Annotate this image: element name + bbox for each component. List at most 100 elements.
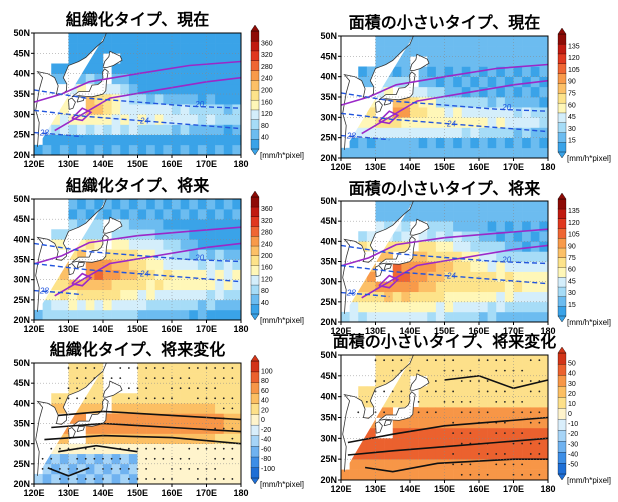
heatmap-cell bbox=[77, 239, 87, 250]
heatmap-cell bbox=[384, 76, 394, 88]
x-tick-label: 120E bbox=[330, 326, 351, 336]
significance-dot bbox=[222, 407, 225, 410]
y-tick-label: 50N bbox=[13, 358, 30, 368]
heatmap-cell bbox=[232, 393, 242, 404]
colorbar-tick-label: 45 bbox=[568, 278, 576, 285]
significance-dot bbox=[538, 421, 541, 424]
significance-dot bbox=[503, 369, 506, 372]
heatmap-cell bbox=[435, 355, 445, 366]
heatmap-cell bbox=[504, 407, 514, 418]
significance-dot bbox=[529, 359, 532, 362]
heatmap-cell bbox=[522, 241, 532, 252]
heatmap-cell bbox=[154, 33, 164, 44]
heatmap-cell bbox=[504, 241, 514, 252]
heatmap-cell bbox=[189, 63, 199, 74]
colorbar-swatch bbox=[250, 456, 260, 468]
heatmap-cell bbox=[146, 104, 156, 115]
heatmap-cell bbox=[496, 448, 506, 460]
heatmap-cell bbox=[77, 453, 87, 465]
heatmap-cell bbox=[51, 144, 61, 156]
heatmap-cell bbox=[461, 355, 471, 366]
heatmap-cell bbox=[94, 309, 104, 321]
heatmap-cell bbox=[94, 124, 104, 135]
heatmap-cell bbox=[522, 221, 532, 232]
heatmap-cell bbox=[77, 219, 87, 230]
significance-dot bbox=[136, 397, 139, 400]
colorbar-swatch bbox=[250, 206, 260, 217]
colorbar-swatch bbox=[250, 414, 260, 426]
heatmap-cell bbox=[206, 423, 216, 434]
heatmap-cell bbox=[172, 279, 181, 291]
significance-dot bbox=[222, 457, 225, 460]
heatmap-cell bbox=[68, 473, 78, 485]
significance-dot bbox=[495, 463, 498, 466]
heatmap-cell bbox=[427, 86, 437, 98]
y-tick-label: 50N bbox=[320, 31, 337, 41]
significance-dot bbox=[127, 367, 130, 369]
heatmap-cell bbox=[522, 407, 532, 418]
heatmap-cell bbox=[504, 117, 514, 128]
y-tick-label: 50N bbox=[13, 194, 30, 204]
significance-dot bbox=[222, 447, 225, 450]
colorbar-swatch bbox=[250, 265, 260, 276]
heatmap-cell bbox=[366, 271, 376, 282]
heatmap-cell bbox=[232, 463, 242, 475]
heatmap-cell bbox=[232, 53, 242, 64]
heatmap-cell bbox=[487, 365, 497, 377]
heatmap-cell bbox=[59, 114, 69, 125]
heatmap-cell bbox=[172, 209, 181, 220]
heatmap-cell bbox=[120, 309, 130, 321]
heatmap-cell bbox=[180, 279, 190, 291]
heatmap-cell bbox=[479, 301, 488, 313]
significance-dot bbox=[374, 359, 377, 362]
heatmap-cell bbox=[522, 365, 532, 377]
heatmap-cell bbox=[172, 144, 181, 156]
heatmap-cell bbox=[470, 375, 480, 387]
heatmap-cell bbox=[172, 94, 181, 105]
coastline-segment bbox=[342, 200, 414, 314]
heatmap-cell bbox=[189, 279, 199, 291]
heatmap-cell bbox=[94, 209, 104, 220]
heatmap-cell bbox=[513, 137, 523, 149]
heatmap-cell bbox=[392, 127, 402, 138]
significance-dot bbox=[231, 427, 234, 430]
colorbar-swatch bbox=[557, 218, 567, 229]
heatmap-cell bbox=[120, 279, 130, 291]
significance-dot bbox=[460, 369, 463, 372]
significance-dot bbox=[196, 387, 199, 390]
heatmap-cell bbox=[470, 469, 480, 481]
significance-dot bbox=[153, 367, 156, 369]
sst-contour bbox=[340, 264, 549, 285]
heatmap-cell bbox=[111, 299, 121, 311]
heatmap-cell bbox=[111, 144, 121, 156]
heatmap-cell bbox=[504, 107, 514, 118]
heatmap-cell bbox=[128, 289, 138, 301]
heatmap-cell bbox=[128, 259, 138, 270]
heatmap-cell bbox=[146, 423, 156, 434]
heatmap-cell bbox=[197, 144, 207, 156]
heatmap-cell bbox=[94, 229, 104, 240]
x-tick-label: 130E bbox=[365, 484, 386, 494]
heatmap-cell bbox=[487, 211, 497, 222]
heatmap-cell bbox=[94, 104, 104, 115]
heatmap-cell bbox=[137, 363, 147, 374]
jet-contour bbox=[378, 110, 400, 125]
colorbar-swatch bbox=[250, 196, 260, 208]
heatmap-cell bbox=[154, 239, 164, 250]
heatmap-cell bbox=[163, 423, 173, 434]
heatmap-cell bbox=[111, 209, 121, 220]
heatmap-cell bbox=[410, 291, 419, 303]
heatmap-cell bbox=[215, 43, 225, 54]
heatmap-cell bbox=[435, 271, 445, 282]
heatmap-cell bbox=[223, 443, 233, 455]
heatmap-cell bbox=[487, 56, 497, 67]
heatmap-cell bbox=[392, 396, 402, 408]
heatmap-cell bbox=[111, 33, 121, 44]
significance-dot bbox=[538, 442, 541, 445]
heatmap-cell bbox=[384, 311, 394, 323]
heatmap-cell bbox=[68, 249, 78, 260]
colorbar-swatch bbox=[250, 304, 260, 315]
y-tick-label: 25N bbox=[320, 454, 337, 464]
heatmap-cell bbox=[223, 114, 233, 125]
heatmap-cell bbox=[77, 443, 87, 455]
